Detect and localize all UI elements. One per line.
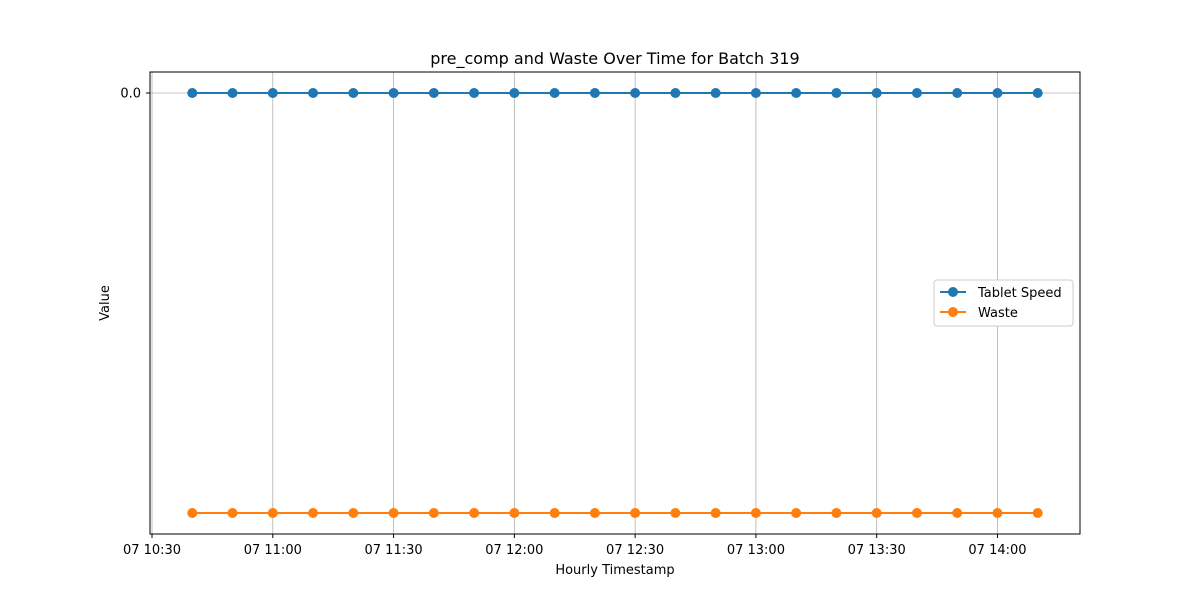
- data-point-waste: [469, 508, 480, 518]
- x-tick-label: 07 13:30: [848, 543, 906, 558]
- data-point-waste: [348, 508, 359, 518]
- data-point-tablet-speed: [710, 88, 721, 98]
- data-point-tablet-speed: [227, 88, 238, 98]
- chart-title: pre_comp and Waste Over Time for Batch 3…: [430, 49, 799, 69]
- data-point-tablet-speed: [549, 88, 560, 98]
- data-point-waste: [911, 508, 922, 518]
- data-point-tablet-speed: [630, 88, 641, 98]
- data-point-waste: [589, 508, 600, 518]
- x-tick-label: 07 13:00: [727, 543, 785, 558]
- data-point-tablet-speed: [469, 88, 480, 98]
- data-point-waste: [428, 508, 439, 518]
- data-point-tablet-speed: [750, 88, 761, 98]
- data-point-waste: [710, 508, 721, 518]
- x-tick-label: 07 10:30: [123, 543, 181, 558]
- data-point-waste: [509, 508, 520, 518]
- data-point-waste: [952, 508, 963, 518]
- data-point-tablet-speed: [348, 88, 359, 98]
- y-axis-label: Value: [98, 285, 113, 321]
- plot-area-frame: [149, 71, 1081, 535]
- y-tick-label: 0.0: [120, 87, 141, 102]
- data-point-waste: [630, 508, 641, 518]
- x-tick-label: 07 14:00: [968, 543, 1026, 558]
- data-point-tablet-speed: [670, 88, 681, 98]
- data-point-tablet-speed: [267, 88, 278, 98]
- data-point-waste: [308, 508, 319, 518]
- data-point-tablet-speed: [791, 88, 802, 98]
- data-point-tablet-speed: [589, 88, 600, 98]
- data-point-waste: [187, 508, 198, 518]
- data-point-tablet-speed: [992, 88, 1003, 98]
- data-point-waste: [388, 508, 399, 518]
- data-point-waste: [871, 508, 882, 518]
- data-point-waste: [1032, 508, 1043, 518]
- data-point-waste: [750, 508, 761, 518]
- data-point-tablet-speed: [952, 88, 963, 98]
- x-axis-label: Hourly Timestamp: [555, 563, 674, 578]
- legend-marker-waste: [948, 307, 958, 317]
- data-point-waste: [670, 508, 681, 518]
- data-point-tablet-speed: [911, 88, 922, 98]
- series-layer: [187, 88, 1043, 518]
- data-point-tablet-speed: [509, 88, 520, 98]
- data-point-tablet-speed: [388, 88, 399, 98]
- legend: Tablet Speed Waste: [933, 279, 1074, 327]
- data-point-tablet-speed: [187, 88, 198, 98]
- data-point-tablet-speed: [1032, 88, 1043, 98]
- legend-box: [933, 279, 1074, 327]
- legend-label-tablet-speed: Tablet Speed: [977, 286, 1062, 301]
- data-point-waste: [549, 508, 560, 518]
- data-point-waste: [791, 508, 802, 518]
- data-point-waste: [831, 508, 842, 518]
- data-point-tablet-speed: [831, 88, 842, 98]
- x-tick-label: 07 12:00: [485, 543, 543, 558]
- data-point-waste: [992, 508, 1003, 518]
- data-point-waste: [227, 508, 238, 518]
- x-tick-label: 07 12:30: [606, 543, 664, 558]
- data-point-tablet-speed: [428, 88, 439, 98]
- legend-label-waste: Waste: [978, 306, 1018, 321]
- x-tick-label: 07 11:00: [244, 543, 302, 558]
- legend-marker-tablet-speed: [948, 287, 958, 297]
- axis-layer: 07 10:30 07 11:00 07 11:30 07 12:00 07 12:30…: [120, 87, 1026, 559]
- x-tick-label: 07 11:30: [365, 543, 423, 558]
- data-point-tablet-speed: [308, 88, 319, 98]
- data-point-waste: [267, 508, 278, 518]
- data-point-tablet-speed: [871, 88, 882, 98]
